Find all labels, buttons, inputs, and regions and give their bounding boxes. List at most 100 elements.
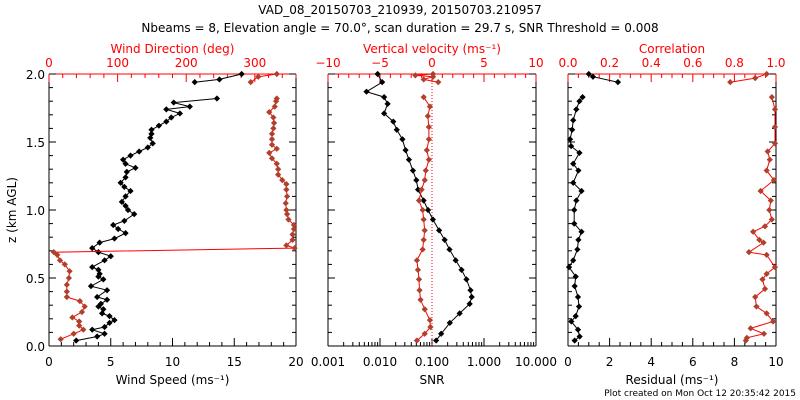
x-tick-label: 10: [165, 355, 180, 369]
data-point: [63, 281, 70, 288]
data-point: [363, 88, 370, 95]
data-point: [268, 130, 276, 137]
data-point: [110, 221, 117, 229]
data-point: [418, 186, 425, 193]
series-snr: [363, 70, 475, 344]
y-tick-label: 2.0: [26, 68, 45, 82]
data-point: [438, 330, 445, 337]
x-tick-label: 5: [107, 355, 115, 369]
data-point: [405, 156, 413, 163]
data-point: [89, 264, 96, 271]
y-axis-label: z (km AGL): [5, 177, 19, 243]
data-point: [419, 246, 426, 253]
top-tick-label: 100: [106, 56, 129, 70]
x-tick-label: 0.100: [415, 355, 449, 369]
data-point: [458, 266, 465, 273]
panel-3: 0 2 4 6 8 10 Residual (ms⁻¹) 0.0 0.2 0.4 0.6 0.8 1.0…: [558, 42, 785, 387]
y-tick-label: 1.5: [26, 136, 45, 150]
data-point: [176, 110, 184, 117]
data-point: [420, 236, 427, 244]
top-axis-label: Vertical velocity (ms⁻¹): [363, 42, 501, 56]
data-point: [66, 268, 73, 275]
data-point: [89, 326, 96, 333]
data-point: [131, 210, 138, 218]
data-point: [127, 152, 134, 159]
data-point: [57, 336, 64, 343]
data-point: [163, 106, 170, 113]
data-point: [766, 156, 773, 163]
data-point: [63, 293, 70, 301]
data-point: [270, 119, 278, 127]
x-axis-label: Wind Speed (ms⁻¹): [116, 373, 230, 387]
data-point: [155, 122, 163, 129]
data-point: [87, 283, 95, 290]
x-tick-label: 4: [647, 355, 655, 369]
data-point: [100, 276, 107, 283]
data-point: [763, 70, 770, 78]
data-point: [409, 167, 417, 174]
data-point: [771, 123, 779, 131]
data-point: [107, 253, 114, 260]
data-point: [429, 216, 436, 223]
data-point: [268, 155, 276, 162]
data-point: [574, 246, 581, 253]
data-point: [266, 149, 273, 156]
data-point: [571, 283, 578, 290]
data-point: [399, 136, 406, 143]
panel-2: 0.001 0.010 0.100 1.000 10.000 SNR −10 −5 0 5 10 Ve…: [311, 42, 557, 387]
data-point: [186, 103, 193, 110]
top-axis-label: Wind Direction (deg): [111, 42, 235, 56]
data-point: [468, 293, 475, 301]
data-point: [123, 168, 130, 176]
data-point: [70, 330, 77, 337]
x-tick-label: 6: [689, 355, 697, 369]
data-point: [467, 287, 474, 294]
data-point: [463, 276, 470, 283]
top-tick-label: −10: [315, 56, 340, 70]
series-line: [730, 73, 767, 83]
data-point: [760, 330, 768, 337]
data-point: [424, 113, 431, 120]
data-point: [121, 217, 128, 224]
data-point: [771, 106, 779, 113]
data-point: [420, 216, 427, 223]
data-point: [570, 257, 577, 264]
data-point: [63, 288, 70, 295]
data-point: [283, 186, 290, 193]
data-point: [466, 300, 473, 307]
data-point: [768, 94, 775, 101]
data-point: [421, 306, 428, 313]
data-point: [124, 206, 132, 214]
data-point: [425, 156, 432, 163]
data-point: [213, 95, 221, 102]
data-point: [122, 160, 129, 167]
x-tick-label: 10: [768, 355, 783, 369]
data-point: [247, 79, 254, 86]
data-point: [763, 310, 770, 317]
data-point: [422, 167, 429, 174]
top-tick-label: 0.8: [725, 56, 744, 70]
data-point: [238, 70, 245, 78]
x-axis-label: SNR: [420, 373, 445, 387]
data-point: [117, 179, 124, 186]
x-tick-label: 1.000: [467, 355, 501, 369]
data-point: [769, 318, 777, 325]
data-point: [452, 257, 459, 264]
data-point: [384, 100, 391, 108]
data-point: [420, 94, 427, 101]
data-point: [291, 244, 298, 252]
top-tick-label: 10: [528, 56, 543, 70]
data-point: [574, 326, 582, 333]
top-tick-label: 0.6: [683, 56, 702, 70]
figure-subtitle: Nbeams = 8, Elevation angle = 70.0°, sca…: [141, 21, 658, 35]
data-point: [446, 319, 453, 326]
data-point: [747, 325, 754, 332]
data-point: [119, 156, 127, 163]
data-point: [753, 303, 760, 310]
data-point: [216, 76, 223, 83]
data-point: [103, 296, 111, 303]
data-point: [575, 303, 583, 310]
plot-created-footer: Plot created on Mon Oct 12 20:35:42 2015: [604, 389, 796, 399]
data-point: [393, 126, 400, 133]
